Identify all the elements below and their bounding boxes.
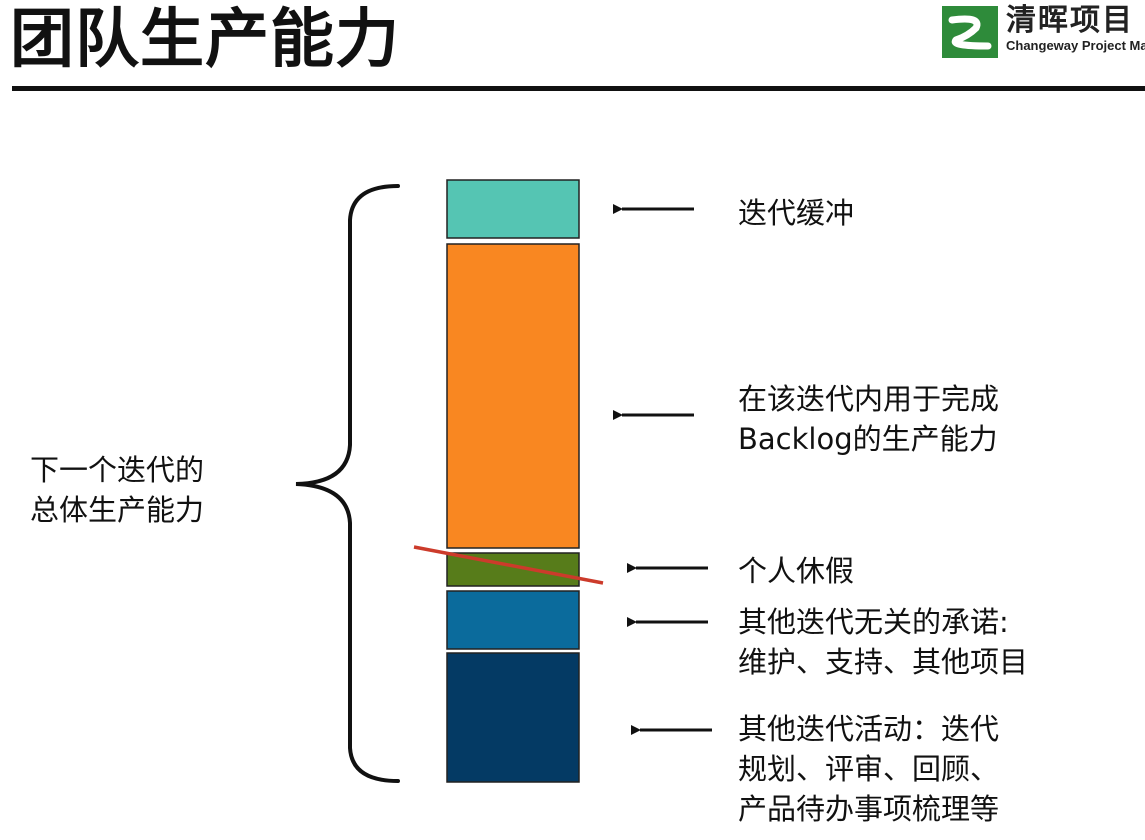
label-backlog-line-1: 在该迭代内用于完成 <box>738 379 999 419</box>
total-capacity-brace <box>296 186 398 781</box>
label-vacation-line-1: 个人休假 <box>738 551 854 591</box>
label-backlog: 在该迭代内用于完成 Backlog的生产能力 <box>738 379 999 459</box>
label-vacation: 个人休假 <box>738 551 854 591</box>
label-activities: 其他迭代活动：迭代 规划、评审、回顾、 产品待办事项梳理等 <box>738 709 999 829</box>
segment-backlog <box>447 244 579 548</box>
segment-commitments <box>447 591 579 649</box>
total-capacity-label: 下一个迭代的 总体生产能力 <box>30 450 204 530</box>
label-backlog-line-2: Backlog的生产能力 <box>738 419 999 459</box>
label-commitments: 其他迭代无关的承诺: 维护、支持、其他项目 <box>738 602 1028 682</box>
label-activities-line-3: 产品待办事项梳理等 <box>738 789 999 829</box>
total-capacity-label-line-1: 下一个迭代的 <box>30 450 204 490</box>
label-buffer: 迭代缓冲 <box>738 193 854 233</box>
label-activities-line-1: 其他迭代活动：迭代 <box>738 709 999 749</box>
label-commitments-line-1: 其他迭代无关的承诺: <box>738 602 1028 642</box>
segment-buffer <box>447 180 579 238</box>
label-commitments-line-2: 维护、支持、其他项目 <box>738 642 1028 682</box>
segment-activities <box>447 653 579 782</box>
total-capacity-label-line-2: 总体生产能力 <box>30 490 204 530</box>
label-activities-line-2: 规划、评审、回顾、 <box>738 749 999 789</box>
label-buffer-line-1: 迭代缓冲 <box>738 193 854 233</box>
